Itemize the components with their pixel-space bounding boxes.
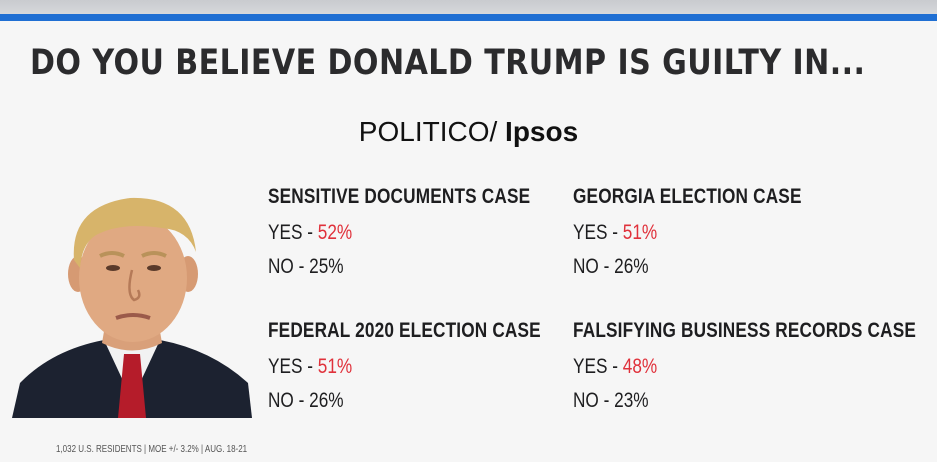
source-politico: POLITICO/ [358, 116, 498, 147]
yes-result: YES - 51% [573, 221, 844, 245]
case-title: GEORGIA ELECTION CASE [573, 185, 802, 208]
headline: DO YOU BELIEVE DONALD TRUMP IS GUILTY IN… [30, 43, 866, 83]
yes-value: 48% [622, 355, 658, 378]
methodology-footnote: 1,032 U.S. RESIDENTS | MOE +/- 3.2% | AU… [56, 444, 248, 455]
yes-label: YES - [573, 221, 623, 244]
portrait-photo [12, 178, 252, 418]
yes-result: YES - 51% [268, 355, 539, 379]
graphic-panel: DO YOU BELIEVE DONALD TRUMP IS GUILTY IN… [0, 14, 937, 462]
source-ipsos: Ipsos [505, 116, 579, 147]
poll-source: POLITICO/ Ipsos [0, 116, 937, 148]
no-result: NO - 26% [573, 255, 649, 278]
yes-result: YES - 52% [268, 221, 539, 245]
yes-label: YES - [268, 355, 318, 378]
case-title: SENSITIVE DOCUMENTS CASE [268, 185, 531, 208]
case-sensitive-documents: SENSITIVE DOCUMENTS CASE YES - 52% NO - … [268, 185, 598, 279]
yes-label: YES - [268, 221, 318, 244]
yes-value: 51% [622, 221, 658, 244]
person-portrait-icon [12, 197, 252, 418]
yes-label: YES - [573, 355, 623, 378]
no-result: NO - 26% [268, 389, 344, 412]
yes-value: 52% [317, 221, 353, 244]
case-federal-2020-election: FEDERAL 2020 ELECTION CASE YES - 51% NO … [268, 319, 598, 413]
yes-result: YES - 48% [573, 355, 844, 379]
case-title: FEDERAL 2020 ELECTION CASE [268, 319, 541, 342]
no-result: NO - 23% [573, 389, 649, 412]
no-result: NO - 25% [268, 255, 344, 278]
case-title: FALSIFYING BUSINESS RECORDS CASE [573, 319, 917, 342]
case-falsifying-business-records: FALSIFYING BUSINESS RECORDS CASE YES - 4… [573, 319, 917, 413]
case-georgia-election: GEORGIA ELECTION CASE YES - 51% NO - 26% [573, 185, 903, 279]
yes-value: 51% [317, 355, 353, 378]
top-strip [0, 0, 937, 14]
